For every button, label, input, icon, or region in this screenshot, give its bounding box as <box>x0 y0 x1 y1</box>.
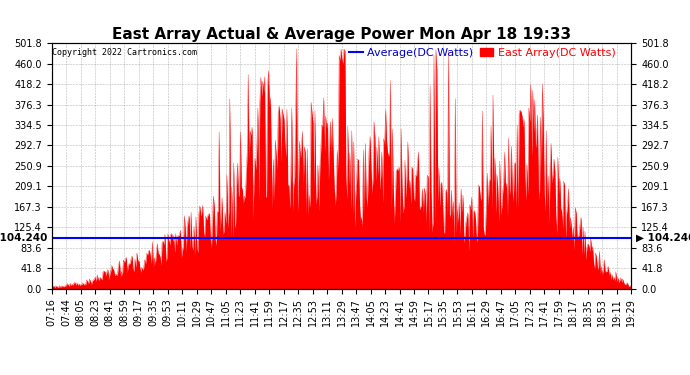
Legend: Average(DC Watts), East Array(DC Watts): Average(DC Watts), East Array(DC Watts) <box>345 44 620 63</box>
Text: Copyright 2022 Cartronics.com: Copyright 2022 Cartronics.com <box>52 48 197 57</box>
Title: East Array Actual & Average Power Mon Apr 18 19:33: East Array Actual & Average Power Mon Ap… <box>112 27 571 42</box>
Text: ▶ 104.240: ▶ 104.240 <box>635 233 690 243</box>
Text: ▶ 104.240: ▶ 104.240 <box>0 233 48 243</box>
